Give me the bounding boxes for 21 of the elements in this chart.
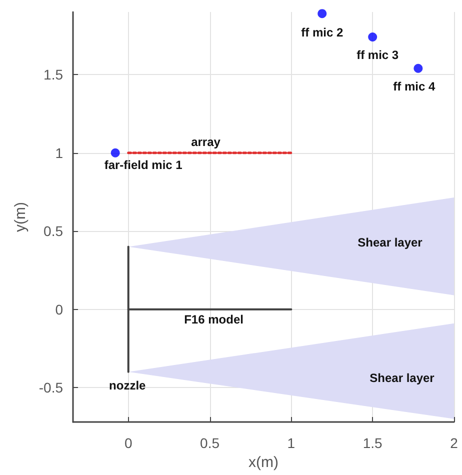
series-label: ff mic 3 — [356, 48, 399, 62]
series-label: ff mic 2 — [301, 26, 344, 40]
x-tick-label: 0.5 — [200, 435, 220, 451]
x-tick-label: 2 — [450, 435, 458, 451]
x-tick-label: 1 — [287, 435, 296, 451]
x-tick-label: 1.5 — [362, 435, 383, 451]
series-label: F16 model — [184, 312, 244, 326]
series-label: ff mic 4 — [393, 79, 436, 94]
annotation: Shear layer — [358, 235, 423, 250]
y-tick-label: 1 — [55, 144, 64, 161]
y-axis-title: y(m) — [12, 202, 29, 232]
series-label: far-field mic 1 — [104, 158, 183, 172]
y-tick-label: 1.5 — [44, 66, 64, 83]
x-axis-title: x(m) — [248, 454, 278, 471]
y-tick-label: -0.5 — [38, 380, 64, 396]
y-tick-label: 0 — [55, 301, 64, 318]
x-tick-label: 0 — [124, 435, 132, 451]
annotation: Shear layer — [370, 371, 435, 386]
y-tick-label: 0.5 — [44, 223, 64, 240]
series-label: nozzle — [109, 378, 146, 392]
series-label: array — [191, 134, 221, 149]
